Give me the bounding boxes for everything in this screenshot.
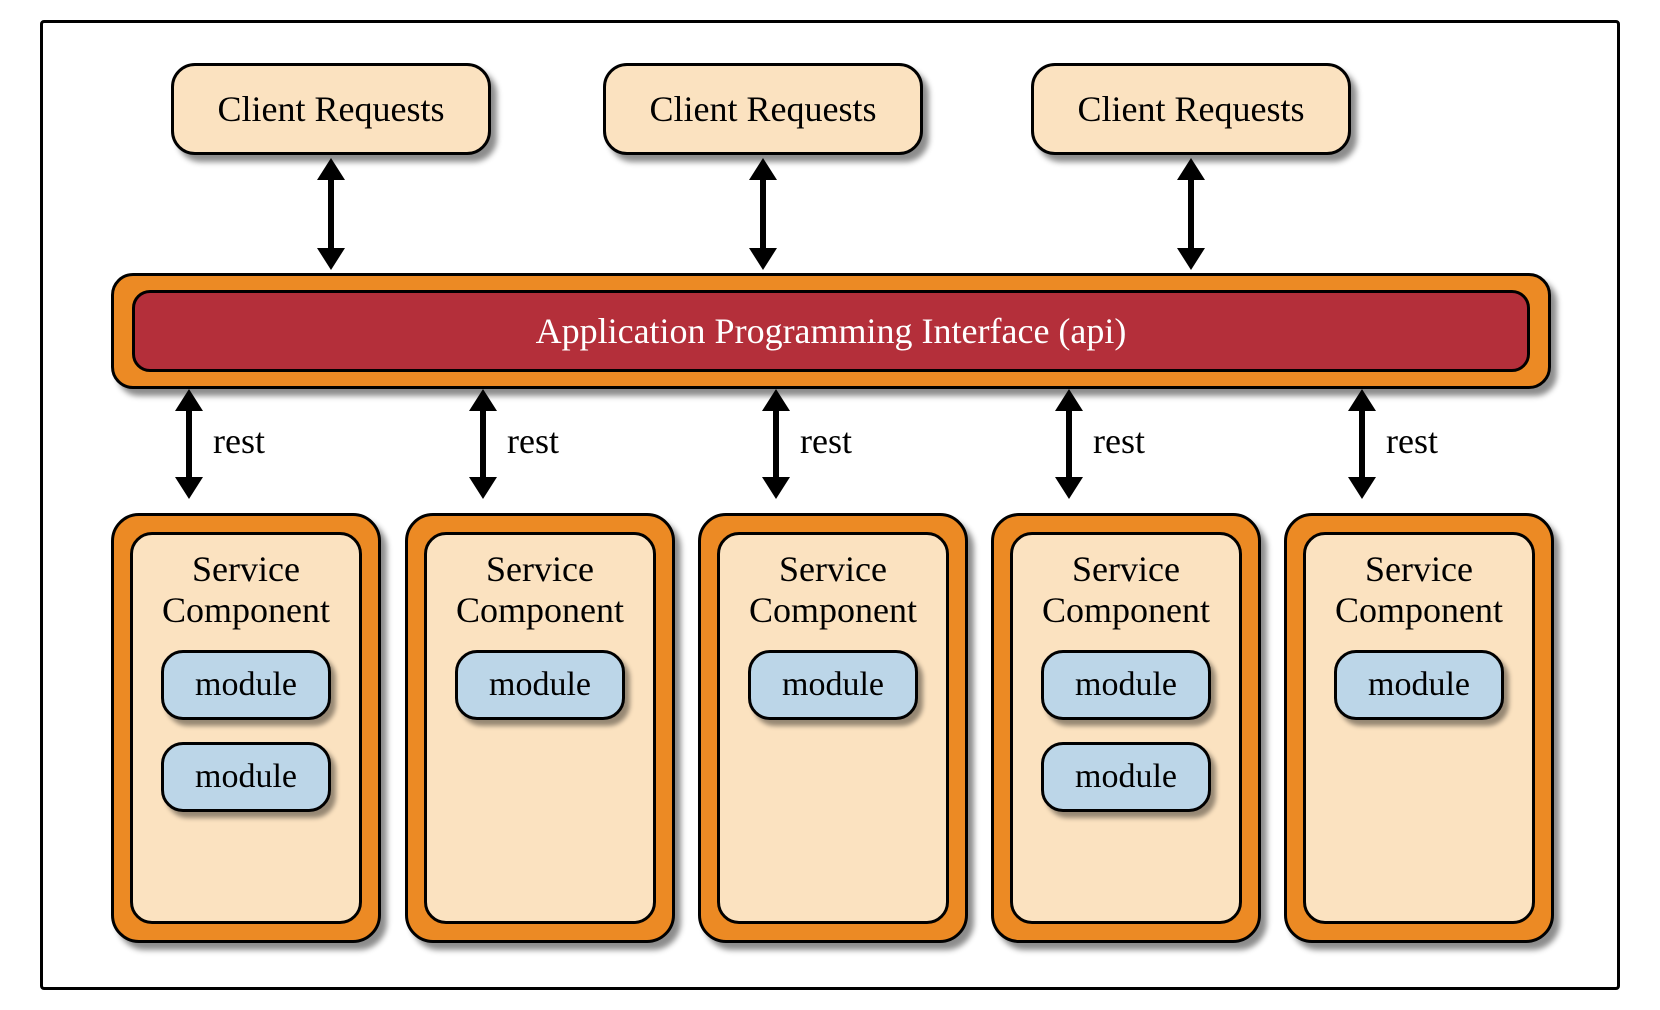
diagram-canvas: Client Requests Client Requests Client Req… (40, 20, 1620, 990)
module-label: module (1075, 758, 1177, 796)
api-label: Application Programming Interface (api) (536, 310, 1127, 352)
client-requests-label: Client Requests (650, 88, 877, 130)
service-title-line: Component (1335, 590, 1503, 631)
double-arrow-icon (1171, 158, 1211, 270)
service-title-line: Service (1042, 549, 1210, 590)
client-requests-box: Client Requests (1031, 63, 1351, 155)
module-box: module (1041, 650, 1211, 720)
module-label: module (782, 666, 884, 704)
double-arrow-icon (1342, 389, 1382, 499)
module-box: module (1334, 650, 1504, 720)
rest-label: rest (213, 420, 265, 462)
rest-label: rest (507, 420, 559, 462)
module-label: module (195, 758, 297, 796)
service-component-title: ServiceComponent (1335, 549, 1503, 632)
service-component-inner: ServiceComponent module (717, 532, 949, 924)
module-box: module (1041, 742, 1211, 812)
rest-label: rest (800, 420, 852, 462)
service-component-inner: ServiceComponent module module (130, 532, 362, 924)
double-arrow-icon (1049, 389, 1089, 499)
double-arrow-icon (463, 389, 503, 499)
client-requests-box: Client Requests (171, 63, 491, 155)
service-component-title: ServiceComponent (749, 549, 917, 632)
service-component-outer: ServiceComponent module (405, 513, 675, 943)
module-label: module (195, 666, 297, 704)
double-arrow-icon (756, 389, 796, 499)
module-box: module (161, 650, 331, 720)
service-title-line: Component (749, 590, 917, 631)
service-title-line: Service (1335, 549, 1503, 590)
service-component-outer: ServiceComponent module (698, 513, 968, 943)
client-requests-label: Client Requests (218, 88, 445, 130)
module-box: module (748, 650, 918, 720)
service-component-inner: ServiceComponent module (424, 532, 656, 924)
service-component-title: ServiceComponent (456, 549, 624, 632)
service-title-line: Service (162, 549, 330, 590)
module-label: module (489, 666, 591, 704)
service-title-line: Component (162, 590, 330, 631)
service-component-inner: ServiceComponent module (1303, 532, 1535, 924)
double-arrow-icon (311, 158, 351, 270)
rest-label: rest (1386, 420, 1438, 462)
double-arrow-icon (743, 158, 783, 270)
service-title-line: Component (456, 590, 624, 631)
module-box: module (161, 742, 331, 812)
service-component-title: ServiceComponent (1042, 549, 1210, 632)
service-component-outer: ServiceComponent module module (991, 513, 1261, 943)
rest-label: rest (1093, 420, 1145, 462)
service-component-outer: ServiceComponent module module (111, 513, 381, 943)
service-title-line: Service (749, 549, 917, 590)
service-component-title: ServiceComponent (162, 549, 330, 632)
double-arrow-icon (169, 389, 209, 499)
service-component-inner: ServiceComponent module module (1010, 532, 1242, 924)
api-outer-box: Application Programming Interface (api) (111, 273, 1551, 389)
module-label: module (1368, 666, 1470, 704)
client-requests-label: Client Requests (1078, 88, 1305, 130)
api-inner-box: Application Programming Interface (api) (132, 290, 1530, 372)
module-label: module (1075, 666, 1177, 704)
service-title-line: Component (1042, 590, 1210, 631)
module-box: module (455, 650, 625, 720)
client-requests-box: Client Requests (603, 63, 923, 155)
service-title-line: Service (456, 549, 624, 590)
service-component-outer: ServiceComponent module (1284, 513, 1554, 943)
